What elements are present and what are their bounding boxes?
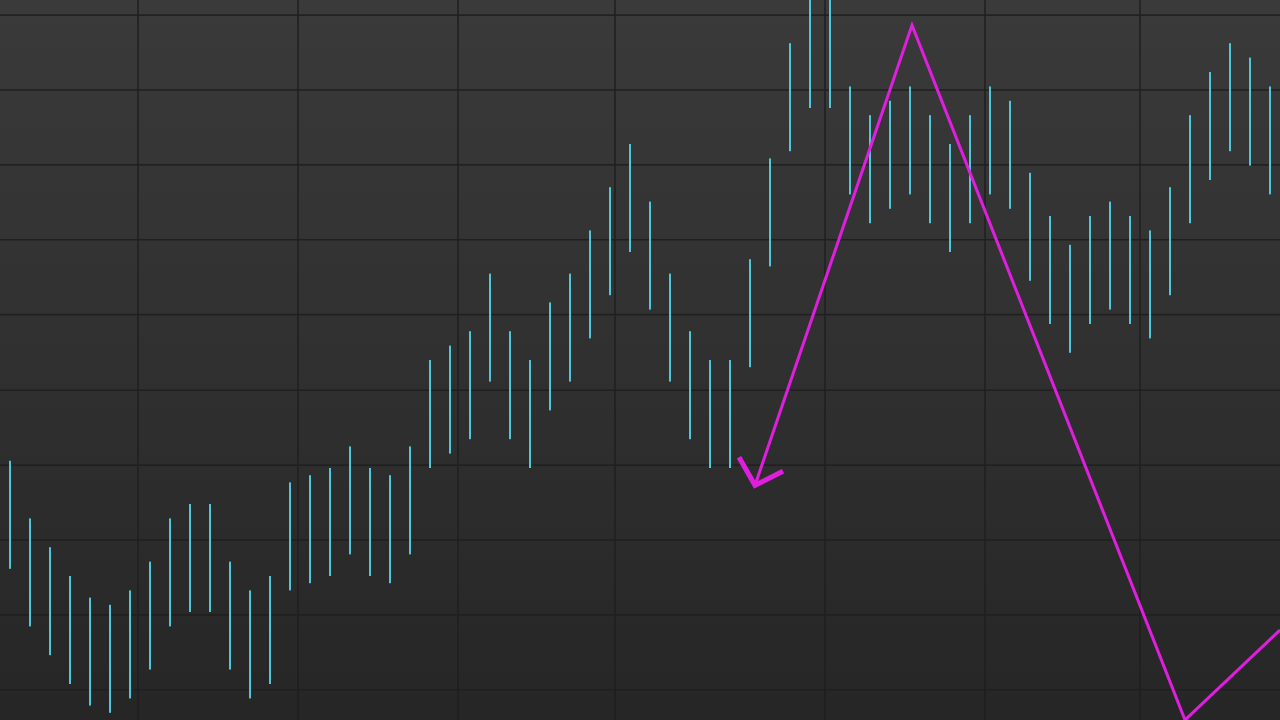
arrow-head bbox=[736, 456, 785, 489]
zigzag-line bbox=[753, 20, 1280, 720]
